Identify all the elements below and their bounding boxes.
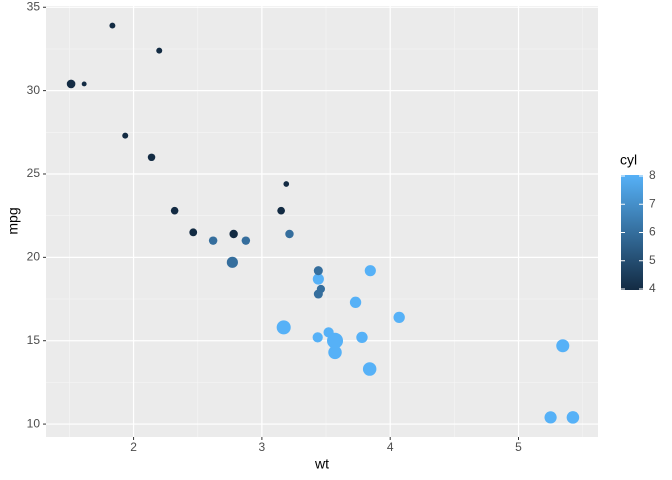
point: [362, 362, 377, 376]
x-tick-label: 4: [387, 440, 394, 454]
legend-title: cyl: [620, 152, 637, 168]
point: [313, 289, 323, 299]
x-tick-label: 2: [130, 440, 137, 454]
point: [283, 181, 290, 187]
point: [170, 206, 179, 215]
point: [66, 79, 76, 89]
y-tick-label: 10: [27, 416, 41, 430]
y-tick-label: 15: [27, 333, 41, 347]
point: [122, 132, 129, 139]
point: [109, 22, 116, 29]
colorbar: [621, 175, 643, 290]
x-axis-title: wt: [314, 456, 329, 472]
point: [328, 345, 342, 360]
panel: [46, 6, 598, 437]
point: [544, 411, 557, 424]
point: [566, 411, 580, 424]
point: [356, 331, 368, 344]
legend-label: 6: [649, 225, 656, 239]
x-tick-label: 3: [259, 440, 266, 454]
y-tick-label: 25: [27, 166, 41, 180]
y-tick-label: 20: [27, 250, 41, 264]
point: [226, 256, 238, 268]
point: [208, 236, 218, 245]
point: [156, 47, 163, 54]
point: [241, 236, 251, 245]
point: [147, 153, 156, 162]
point: [556, 339, 570, 353]
point: [276, 320, 291, 335]
point: [364, 265, 376, 277]
point: [393, 311, 405, 324]
y-tick-label: 35: [27, 0, 41, 13]
point: [189, 228, 198, 237]
legend-label: 4: [649, 281, 656, 295]
point: [81, 81, 87, 87]
point: [313, 266, 323, 276]
point: [312, 332, 323, 343]
point: [312, 273, 324, 285]
legend-label: 5: [649, 253, 656, 267]
y-axis-title: mpg: [5, 207, 21, 234]
point: [277, 206, 285, 215]
legend-label: 8: [649, 168, 656, 182]
point: [285, 229, 294, 239]
legend-label: 7: [649, 196, 656, 210]
point: [349, 296, 362, 309]
y-tick-label: 30: [27, 83, 41, 97]
point: [327, 332, 344, 349]
point: [229, 229, 238, 239]
x-tick-label: 5: [515, 440, 522, 454]
